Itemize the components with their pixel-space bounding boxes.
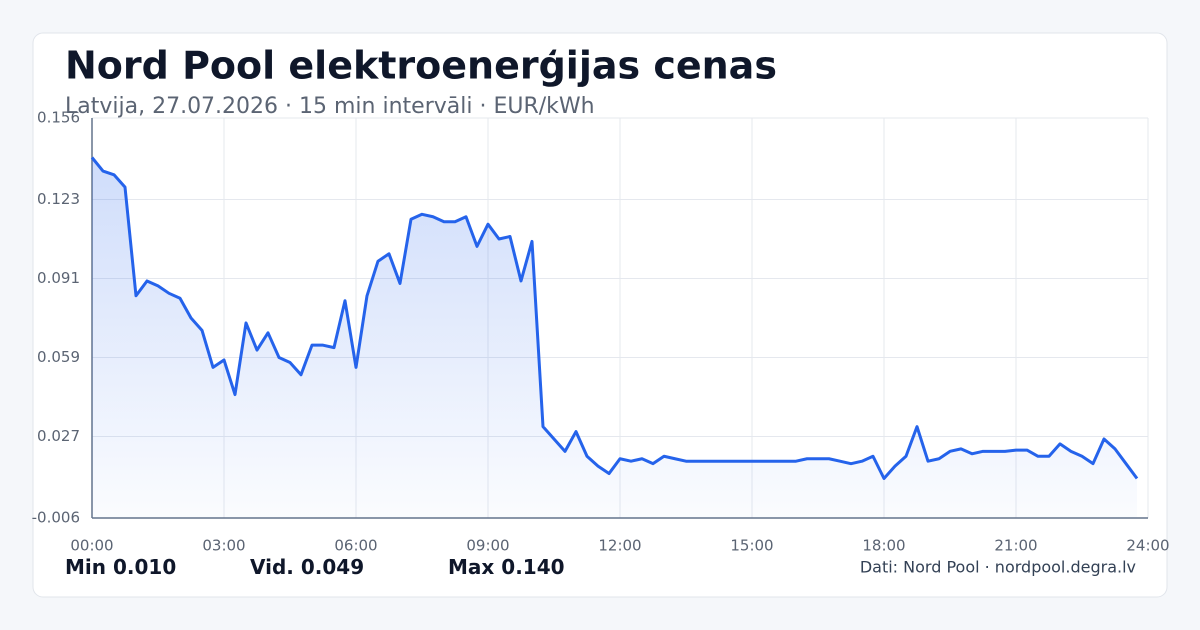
chart-title: Nord Pool elektroenerģijas cenas	[65, 44, 777, 88]
x-tick-label: 00:00	[70, 537, 113, 555]
stat-label: Max	[448, 555, 494, 579]
line	[90, 156, 1139, 480]
stat-label: Vid.	[250, 555, 294, 579]
stat-label: Min	[65, 555, 106, 579]
stat-value: 0.049	[301, 555, 364, 579]
stat-value: 0.140	[501, 555, 564, 579]
y-tick-label: 0.123	[37, 190, 80, 208]
stat: Min 0.010	[65, 555, 176, 579]
y-tick-label: -0.006	[32, 509, 80, 527]
x-tick-label: 24:00	[1126, 537, 1169, 555]
source: Dati: Nord Pool · nordpool.degra.lv	[860, 558, 1136, 577]
x-tick-label: 15:00	[730, 537, 773, 555]
x-tick-label: 21:00	[994, 537, 1037, 555]
x-tick-label: 18:00	[862, 537, 905, 555]
y-tick-label: 0.156	[37, 109, 80, 127]
chart-subtitle: Latvija, 27.07.2026 · 15 min intervāli ·…	[65, 94, 595, 119]
stat: Max 0.140	[448, 555, 565, 579]
y-tick-label: 0.027	[37, 427, 80, 445]
x-tick-label: 03:00	[202, 537, 245, 555]
y-tick-label: 0.091	[37, 269, 80, 287]
x-tick-label: 12:00	[598, 537, 641, 555]
area	[92, 157, 1137, 519]
x-tick-label: 06:00	[334, 537, 377, 555]
stat-value: 0.010	[113, 555, 176, 579]
stat: Vid. 0.049	[250, 555, 364, 579]
x-tick-label: 09:00	[466, 537, 509, 555]
y-tick-label: 0.059	[37, 348, 80, 366]
